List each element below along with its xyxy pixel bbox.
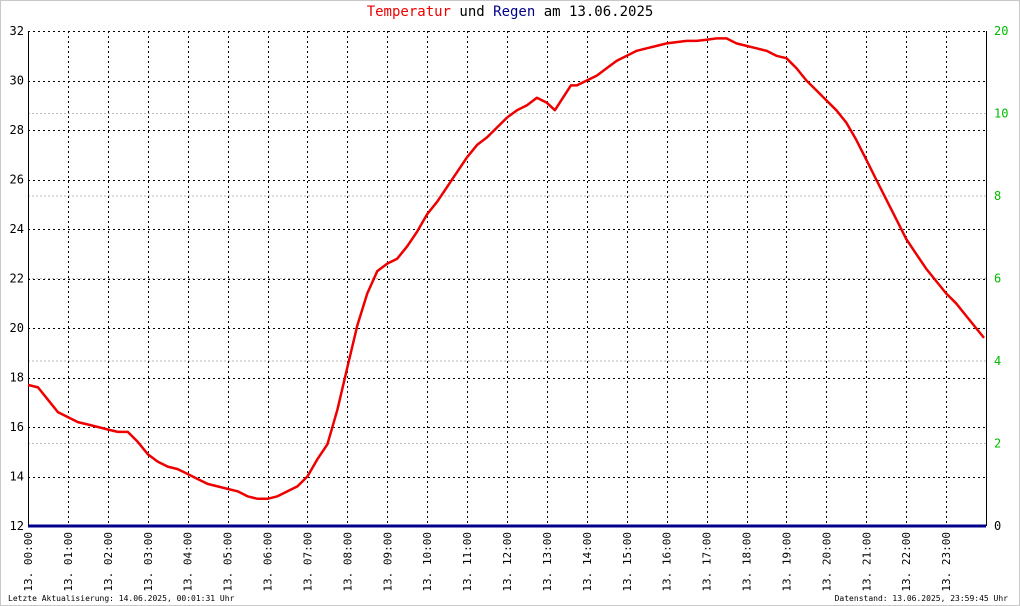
x-tick-label: 13. 12:00 bbox=[501, 532, 514, 592]
y-right-tick-label: 4 bbox=[994, 354, 1001, 368]
y-left-tick-label: 26 bbox=[10, 173, 24, 187]
x-tick-label: 13. 07:00 bbox=[301, 532, 314, 592]
chart-title: Temperatur und Regen am 13.06.2025 bbox=[0, 4, 1020, 20]
y-left-tick-label: 14 bbox=[10, 470, 24, 484]
x-tick-label: 13. 20:00 bbox=[820, 532, 833, 592]
title-temperature: Temperatur bbox=[366, 4, 451, 20]
y-right-tick-label: 0 bbox=[994, 519, 1001, 533]
x-tick-label: 13. 06:00 bbox=[262, 532, 275, 592]
x-tick-label: 13. 21:00 bbox=[860, 532, 873, 592]
plot-area bbox=[28, 31, 986, 526]
x-tick-label: 13. 02:00 bbox=[102, 532, 115, 592]
y-right-tick-label: 8 bbox=[994, 189, 1001, 203]
y-right-tick-label: 20 bbox=[994, 24, 1008, 38]
x-tick-label: 13. 01:00 bbox=[62, 532, 75, 592]
y-left-tick-label: 18 bbox=[10, 371, 24, 385]
title-und: und bbox=[450, 4, 494, 20]
x-tick-label: 13. 11:00 bbox=[461, 532, 474, 592]
y-right-tick-label: 2 bbox=[994, 437, 1001, 451]
x-tick-label: 13. 03:00 bbox=[142, 532, 155, 592]
y-left-tick-label: 30 bbox=[10, 74, 24, 88]
x-tick-label: 13. 19:00 bbox=[780, 532, 793, 592]
title-rain: Regen bbox=[493, 4, 536, 20]
x-tick-label: 13. 14:00 bbox=[581, 532, 594, 592]
y-left-tick-label: 20 bbox=[10, 321, 24, 335]
x-tick-label: 13. 22:00 bbox=[900, 532, 913, 592]
y-left-tick-label: 16 bbox=[10, 420, 24, 434]
y-left-tick-label: 24 bbox=[10, 222, 24, 236]
y-left-tick-label: 12 bbox=[10, 519, 24, 533]
y-right-tick-label: 10 bbox=[994, 107, 1008, 121]
title-date: am 13.06.2025 bbox=[535, 4, 654, 20]
x-tick-label: 13. 17:00 bbox=[701, 532, 714, 592]
x-tick-label: 13. 08:00 bbox=[341, 532, 354, 592]
x-tick-label: 13. 10:00 bbox=[421, 532, 434, 592]
x-tick-label: 13. 13:00 bbox=[541, 532, 554, 592]
y-left-tick-label: 22 bbox=[10, 272, 24, 286]
x-tick-label: 13. 15:00 bbox=[621, 532, 634, 592]
x-tick-label: 13. 00:00 bbox=[22, 532, 35, 592]
y-left-tick-label: 28 bbox=[10, 123, 24, 137]
x-tick-label: 13. 18:00 bbox=[741, 532, 754, 592]
y-right-tick-label: 6 bbox=[994, 272, 1001, 286]
x-tick-label: 13. 09:00 bbox=[381, 532, 394, 592]
footer-data-state: Datenstand: 13.06.2025, 23:59:45 Uhr bbox=[834, 594, 1008, 603]
x-tick-label: 13. 16:00 bbox=[661, 532, 674, 592]
footer-last-update: Letzte Aktualisierung: 14.06.2025, 00:01… bbox=[8, 594, 235, 603]
y-left-tick-label: 32 bbox=[10, 24, 24, 38]
x-tick-label: 13. 05:00 bbox=[222, 532, 235, 592]
temperature-line bbox=[27, 37, 985, 501]
x-tick-label: 13. 23:00 bbox=[940, 532, 953, 592]
x-tick-label: 13. 04:00 bbox=[182, 532, 195, 592]
